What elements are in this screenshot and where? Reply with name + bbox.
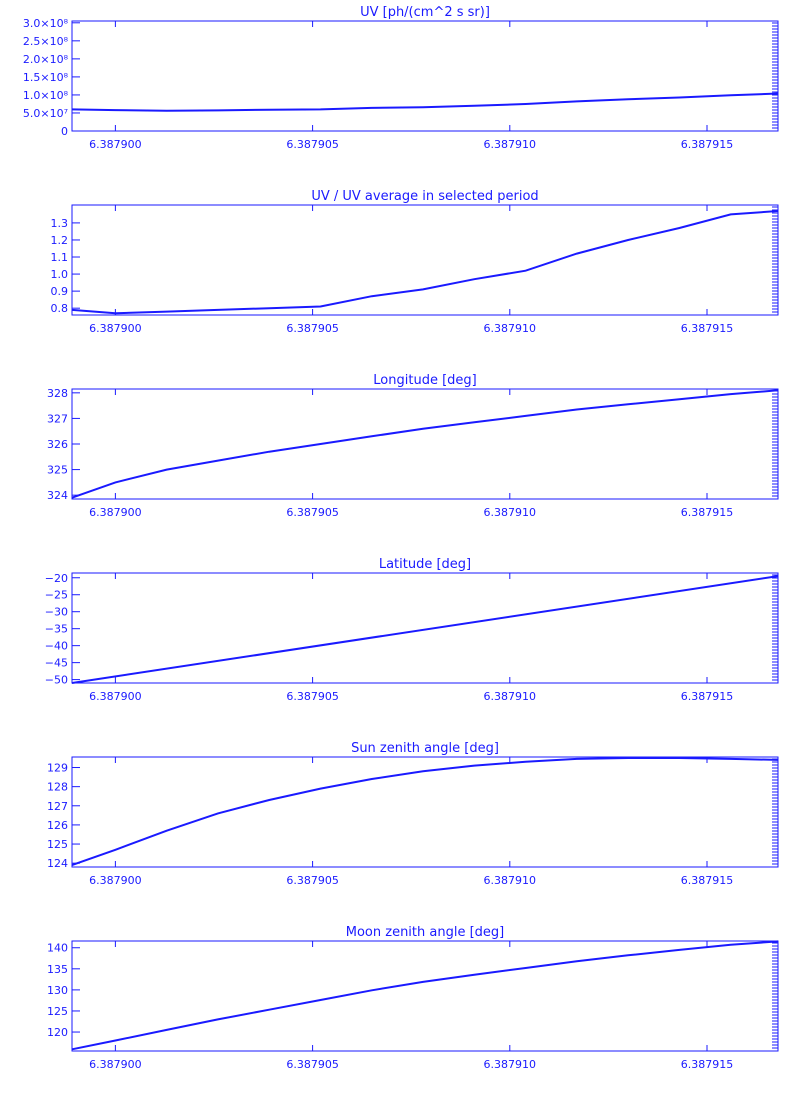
panel-4-y-tick-label: −40 bbox=[45, 640, 68, 653]
panel-1-x-tick-label: 6.387915 bbox=[681, 138, 734, 151]
panel-1-right-ticks bbox=[772, 22, 778, 129]
panel-6-x-tick-label: 6.387905 bbox=[286, 1058, 339, 1071]
panel-2-y-tick-label: 1.2 bbox=[51, 234, 69, 247]
panel-4-y-tick-label: −35 bbox=[45, 623, 68, 636]
panel-1-y-tick-label: 0 bbox=[61, 125, 68, 138]
panel-3-y-tick-label: 328 bbox=[47, 387, 68, 400]
panel-4-y-tick-label: −25 bbox=[45, 589, 68, 602]
panel-6-right-ticks bbox=[772, 942, 778, 1049]
panel-6-x-tick-label: 6.387915 bbox=[681, 1058, 734, 1071]
panel-3-x-tick-label: 6.387910 bbox=[484, 506, 537, 519]
panel-4-series-line bbox=[71, 575, 779, 684]
panel-1-series-line bbox=[71, 92, 779, 112]
panel-3-y-tick-label: 327 bbox=[47, 412, 68, 425]
panel-5-frame bbox=[71, 756, 779, 868]
panel-3-y-tick-label: 326 bbox=[47, 438, 68, 451]
panel-1-y-tick-label: 1.0×10⁸ bbox=[23, 89, 69, 102]
panel-1-x-tick-label: 6.387910 bbox=[484, 138, 537, 151]
panel-3-frame bbox=[71, 388, 779, 500]
panel-4-x-tick-label: 6.387915 bbox=[681, 690, 734, 703]
panel-4-x-tick-label: 6.387910 bbox=[484, 690, 537, 703]
panel-5-right-ticks bbox=[772, 758, 778, 865]
panel-6-y-tick-label: 135 bbox=[47, 963, 68, 976]
panel-5-title: Sun zenith angle [deg] bbox=[351, 741, 499, 756]
panel-1-y-tick-label: 5.0×10⁷ bbox=[23, 107, 68, 120]
panel-2-y-tick-label: 0.8 bbox=[51, 302, 69, 315]
panel-5-y-tick-label: 126 bbox=[47, 819, 68, 832]
panel-1-y-tick-label: 1.5×10⁸ bbox=[23, 71, 69, 84]
panel-4-x-tick-label: 6.387900 bbox=[89, 690, 142, 703]
panel-3-right-ticks bbox=[772, 390, 778, 497]
panel-4-y-tick-label: −20 bbox=[45, 572, 68, 585]
panel-3-x-tick-label: 6.387915 bbox=[681, 506, 734, 519]
panel-1-frame bbox=[71, 20, 779, 132]
panel-2-y-tick-label: 1.0 bbox=[51, 268, 69, 281]
panel-5-series-line bbox=[71, 757, 779, 867]
panel-2-x-tick-label: 6.387910 bbox=[484, 322, 537, 335]
panel-3-y-tick-label: 325 bbox=[47, 464, 68, 477]
panel-1-x-tick-label: 6.387905 bbox=[286, 138, 339, 151]
panel-5-y-tick-label: 124 bbox=[47, 857, 68, 870]
panel-6-series-line bbox=[71, 940, 779, 1051]
panel-4-right-ticks bbox=[772, 574, 778, 681]
panel-2-title: UV / UV average in selected period bbox=[311, 189, 538, 204]
panel-1-y-tick-label: 3.0×10⁸ bbox=[23, 17, 69, 30]
panel-2-right-ticks bbox=[772, 206, 778, 313]
panel-2-y-tick-label: 1.1 bbox=[51, 251, 69, 264]
panel-5-x-tick-label: 6.387915 bbox=[681, 874, 734, 887]
panel-2-x-tick-label: 6.387900 bbox=[89, 322, 142, 335]
panel-6-x-tick-label: 6.387910 bbox=[484, 1058, 537, 1071]
panel-2-frame bbox=[71, 204, 779, 316]
panel-5-y-tick-label: 125 bbox=[47, 838, 68, 851]
panel-2-y-tick-label: 1.3 bbox=[51, 217, 69, 230]
panel-4-y-tick-label: −50 bbox=[45, 674, 68, 687]
panel-3-series-line bbox=[71, 389, 779, 499]
panel-4-y-tick-label: −45 bbox=[45, 657, 68, 670]
panel-2-x-tick-label: 6.387915 bbox=[681, 322, 734, 335]
panel-2-y-tick-label: 0.9 bbox=[51, 285, 69, 298]
panel-2-series-line bbox=[71, 210, 779, 315]
panel-1-title: UV [ph/(cm^2 s sr)] bbox=[360, 5, 490, 20]
panel-1-y-tick-label: 2.0×10⁸ bbox=[23, 53, 69, 66]
panel-1-x-tick-label: 6.387900 bbox=[89, 138, 142, 151]
panel-4-title: Latitude [deg] bbox=[379, 557, 471, 572]
panel-6-y-tick-label: 140 bbox=[47, 942, 68, 955]
panel-4-y-tick-label: −30 bbox=[45, 606, 68, 619]
panel-5-y-tick-label: 128 bbox=[47, 781, 68, 794]
panel-3-x-tick-label: 6.387905 bbox=[286, 506, 339, 519]
panel-6-title: Moon zenith angle [deg] bbox=[346, 925, 504, 940]
panel-4-x-tick-label: 6.387905 bbox=[286, 690, 339, 703]
panel-3-x-tick-label: 6.387900 bbox=[89, 506, 142, 519]
panel-5-x-tick-label: 6.387905 bbox=[286, 874, 339, 887]
panel-5-x-tick-label: 6.387910 bbox=[484, 874, 537, 887]
panel-6-frame bbox=[71, 940, 779, 1052]
panel-6-x-tick-label: 6.387900 bbox=[89, 1058, 142, 1071]
panel-5-y-tick-label: 127 bbox=[47, 800, 68, 813]
panel-4-frame bbox=[71, 572, 779, 684]
panel-5-y-tick-label: 129 bbox=[47, 762, 68, 775]
panel-6-y-tick-label: 120 bbox=[47, 1026, 68, 1039]
panel-3-y-tick-label: 324 bbox=[47, 489, 68, 502]
panel-3-title: Longitude [deg] bbox=[373, 373, 476, 388]
panel-6-y-tick-label: 130 bbox=[47, 984, 68, 997]
panel-5-x-tick-label: 6.387900 bbox=[89, 874, 142, 887]
panel-2-x-tick-label: 6.387905 bbox=[286, 322, 339, 335]
panel-1-y-tick-label: 2.5×10⁸ bbox=[23, 35, 69, 48]
panel-6-y-tick-label: 125 bbox=[47, 1005, 68, 1018]
